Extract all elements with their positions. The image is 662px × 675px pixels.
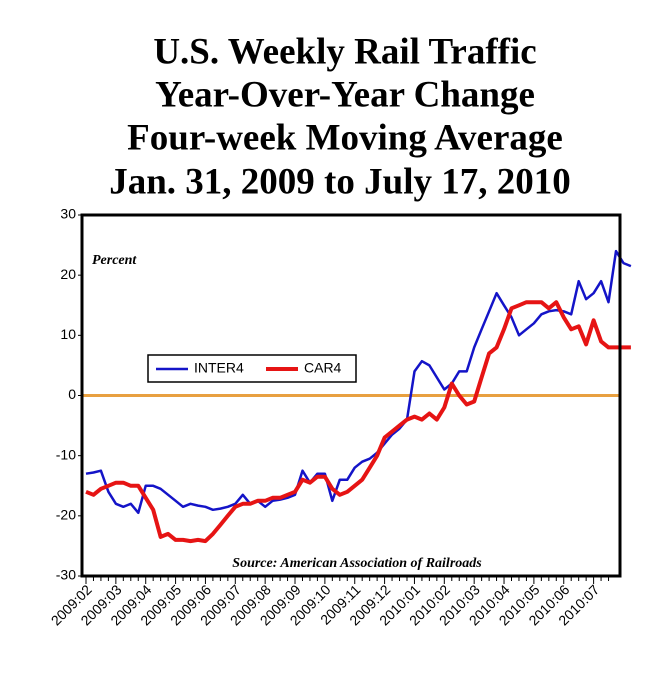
legend-label: CAR4 [304,360,342,376]
y-tick-label: -20 [56,507,76,523]
legend-box [147,354,357,383]
y-axis-label: Percent [92,253,137,268]
y-tick-label: 20 [60,266,76,282]
y-tick-label: 0 [68,386,76,402]
series-line [85,249,632,515]
series-line [85,300,631,544]
chart-title: Jan. 31, 2009 to July 17, 2010 [109,161,571,202]
chart-title: Four-week Moving Average [127,117,563,158]
legend-label: INTER4 [194,360,244,376]
source-note: Source: American Association of Railroad… [232,556,482,571]
y-tick-label: 10 [60,326,76,342]
y-tick-label: -30 [56,567,76,583]
y-tick-label: 30 [60,206,76,222]
chart-title: U.S. Weekly Rail Traffic [153,31,536,72]
chart-title: Year-Over-Year Change [155,74,535,115]
plot-frame [80,213,622,578]
y-tick-label: -10 [56,446,76,462]
